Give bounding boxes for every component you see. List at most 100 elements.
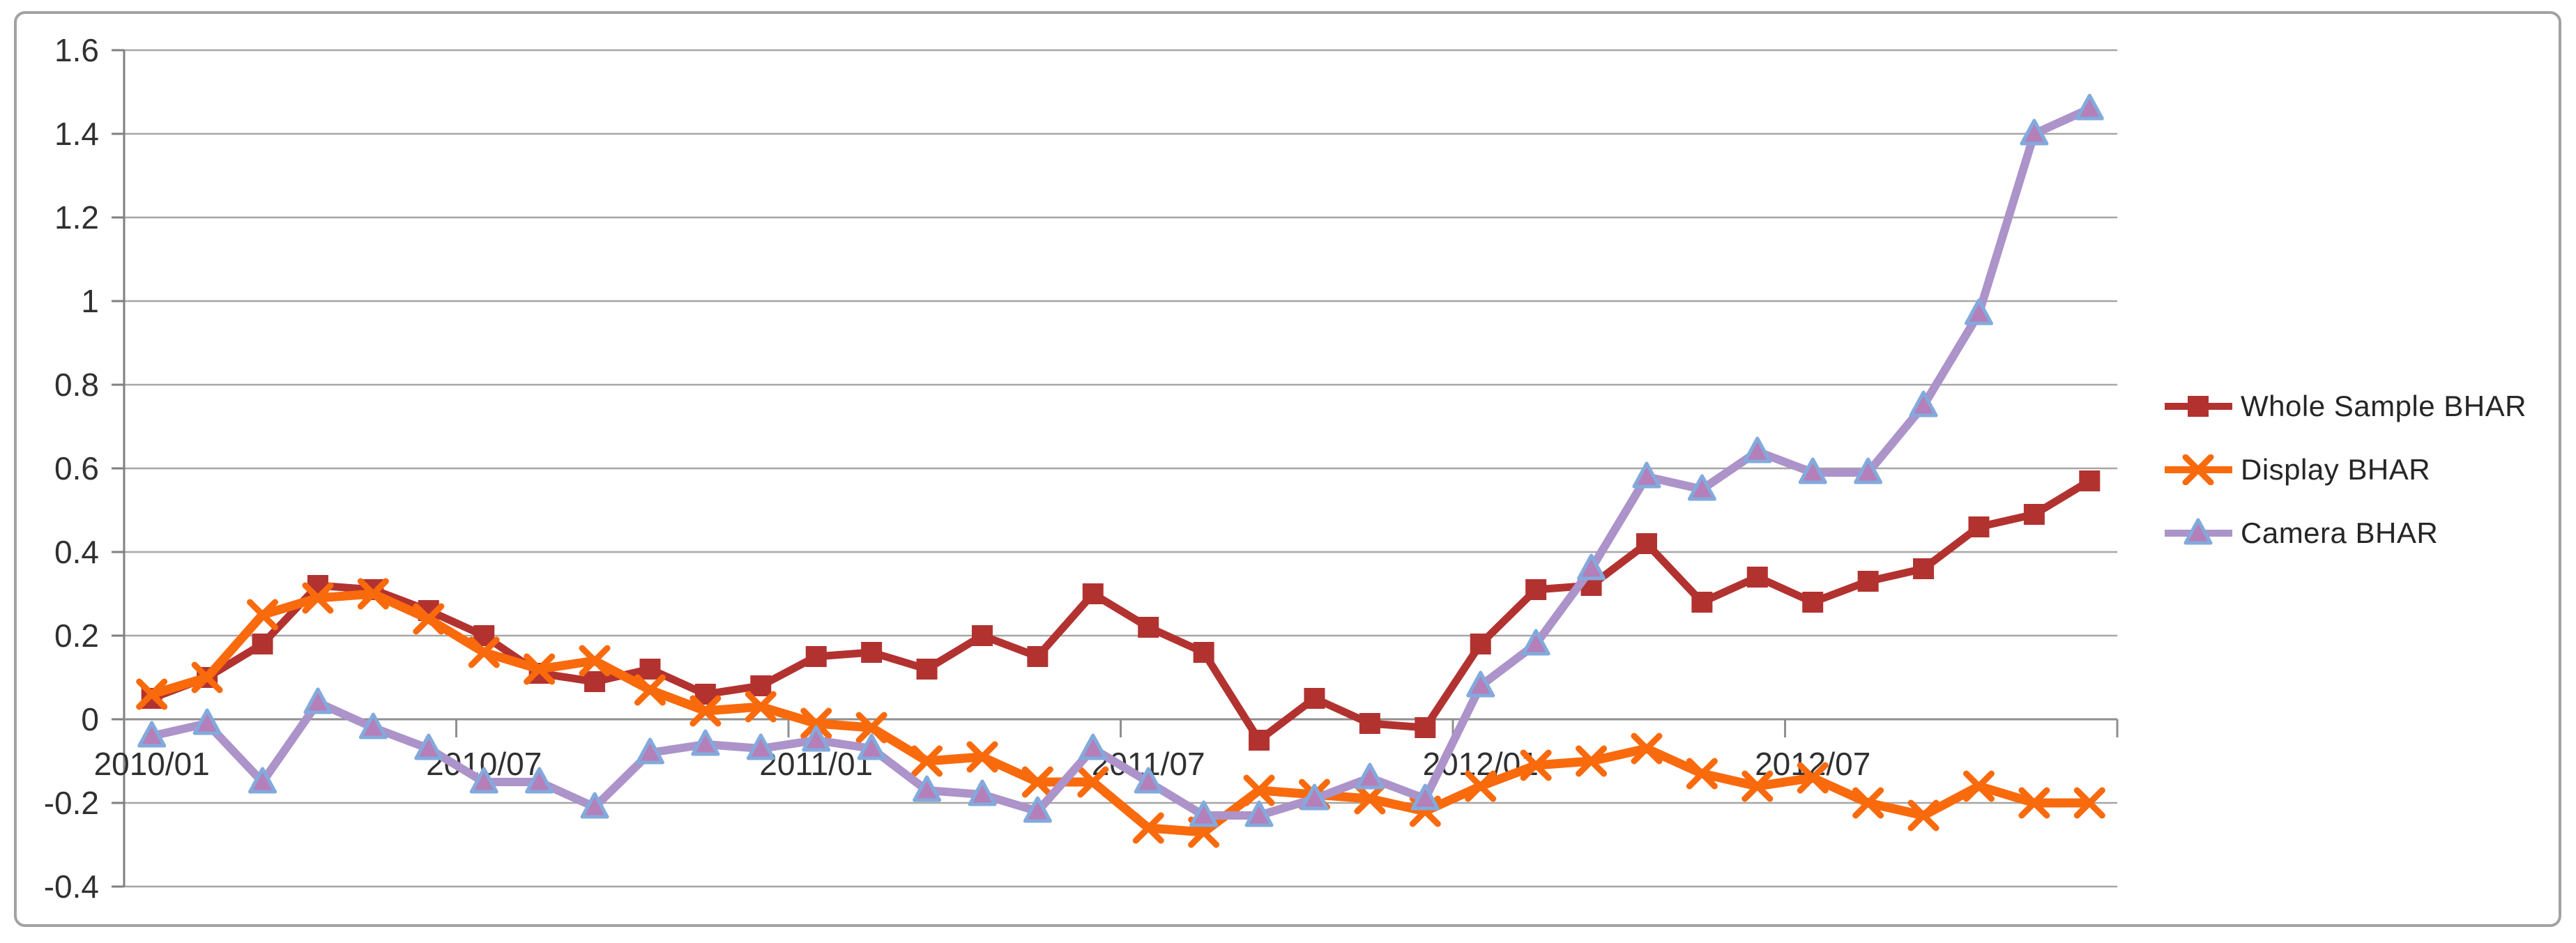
triangle-marker: [1632, 461, 1661, 489]
x-marker: [524, 653, 556, 685]
y-axis-label: 1: [81, 283, 99, 319]
triangle-marker: [691, 729, 720, 756]
x-marker: [2182, 454, 2214, 485]
series-display-bhar: [136, 578, 2105, 848]
triangle-marker: [580, 792, 609, 819]
series-line-camera-bhar: [147, 105, 2094, 820]
triangle-marker: [1854, 457, 1883, 484]
triangle-marker: [414, 733, 443, 760]
x-marker: [855, 712, 887, 744]
square-marker: [2188, 395, 2209, 417]
legend-label-whole-sample-bhar: Whole Sample BHAR: [2241, 389, 2527, 422]
legend: Whole Sample BHAR Display BHAR Camera BH…: [2165, 374, 2527, 565]
triangle-marker: [303, 687, 333, 714]
legend-item-whole-sample-bhar: Whole Sample BHAR: [2165, 374, 2527, 438]
square-marker: [861, 642, 883, 663]
x-marker: [136, 678, 168, 710]
y-axis-label: 0.8: [54, 367, 99, 403]
y-axis-label: -0.2: [44, 785, 99, 821]
x-marker: [1852, 787, 1884, 819]
y-axis-label: 1.4: [54, 116, 99, 152]
triangle-marker: [802, 725, 831, 752]
square-marker: [971, 625, 993, 646]
y-axis-label: 0.6: [54, 450, 99, 486]
triangle-marker: [248, 767, 277, 794]
square-marker: [1359, 713, 1380, 734]
triangle-marker: [1964, 298, 1993, 325]
square-marker: [2023, 504, 2045, 525]
x-marker: [1077, 766, 1109, 798]
y-axis-label: 0: [81, 701, 99, 737]
square-marker: [1193, 642, 1214, 663]
square-marker: [750, 675, 772, 696]
triangle-marker: [635, 737, 664, 765]
x-marker: [1021, 766, 1053, 798]
triangle-marker: [525, 767, 554, 794]
x-marker: [966, 741, 998, 773]
y-axis-label: 0.4: [54, 534, 99, 570]
x-marker: [634, 674, 666, 706]
triangle-marker: [1410, 783, 1440, 811]
legend-label-camera-bhar: Camera BHAR: [2241, 516, 2439, 549]
square-marker: [1636, 533, 1657, 554]
legend-item-camera-bhar: Camera BHAR: [2165, 501, 2527, 565]
triangle-marker: [1355, 762, 1385, 790]
triangle-marker: [746, 733, 775, 760]
triangle-marker: [913, 775, 942, 802]
square-marker: [1082, 583, 1104, 604]
triangle-marker: [968, 779, 997, 806]
x-marker: [1797, 762, 1829, 794]
x-marker: [1243, 774, 1275, 806]
square-marker: [1415, 717, 1436, 738]
square-marker: [916, 659, 938, 680]
x-marker: [911, 745, 943, 777]
square-marker: [639, 659, 661, 680]
x-marker: [2018, 787, 2050, 819]
series-line-whole-sample-bhar: [148, 477, 2094, 744]
triangle-marker: [358, 712, 388, 739]
x-marker: [357, 578, 389, 610]
x-axis-label: 2010/01: [94, 746, 210, 782]
x-axis-label: 2011/01: [759, 746, 873, 782]
square-marker: [252, 634, 273, 654]
square-marker: [1913, 558, 1935, 579]
square-marker: [1857, 571, 1879, 592]
x-marker: [1686, 758, 1718, 790]
square-marker: [1304, 688, 1325, 709]
square-marker: [1525, 579, 1547, 600]
square-marker: [1138, 617, 1159, 638]
triangle-marker: [1189, 800, 1219, 827]
triangle-marker: [1577, 553, 1606, 581]
triangle-marker: [1743, 436, 1772, 463]
triangle-marker: [1244, 800, 1274, 827]
x-marker: [1354, 783, 1386, 815]
y-axis-label: -0.4: [44, 868, 99, 905]
x-marker: [689, 695, 722, 727]
triangle-marker: [1300, 783, 1329, 811]
triangle-marker: [137, 721, 167, 748]
x-marker: [302, 582, 334, 614]
x-marker: [247, 599, 279, 631]
square-marker: [2079, 470, 2101, 491]
x-marker: [413, 603, 445, 635]
square-marker: [805, 646, 827, 667]
legend-item-display-bhar: Display BHAR: [2165, 438, 2527, 501]
triangle-marker: [2075, 93, 2104, 121]
square-marker: [1691, 592, 1713, 613]
x-marker: [1631, 733, 1663, 765]
triangle-marker: [1023, 796, 1052, 823]
square-marker: [1968, 516, 1990, 537]
triangle-marker: [2020, 118, 2049, 146]
legend-label-display-bhar: Display BHAR: [2241, 452, 2431, 486]
square-marker: [1249, 730, 1270, 751]
x-marker: [1963, 770, 1995, 802]
y-axis-label: 1.6: [54, 32, 99, 68]
triangle-marker: [1521, 629, 1550, 656]
square-marker: [1802, 592, 1824, 613]
triangle-marker: [1909, 390, 1938, 417]
square-marker: [1470, 634, 1491, 654]
x-marker: [1576, 745, 1608, 777]
square-marker: [1027, 646, 1049, 667]
triangle-marker: [469, 767, 498, 794]
